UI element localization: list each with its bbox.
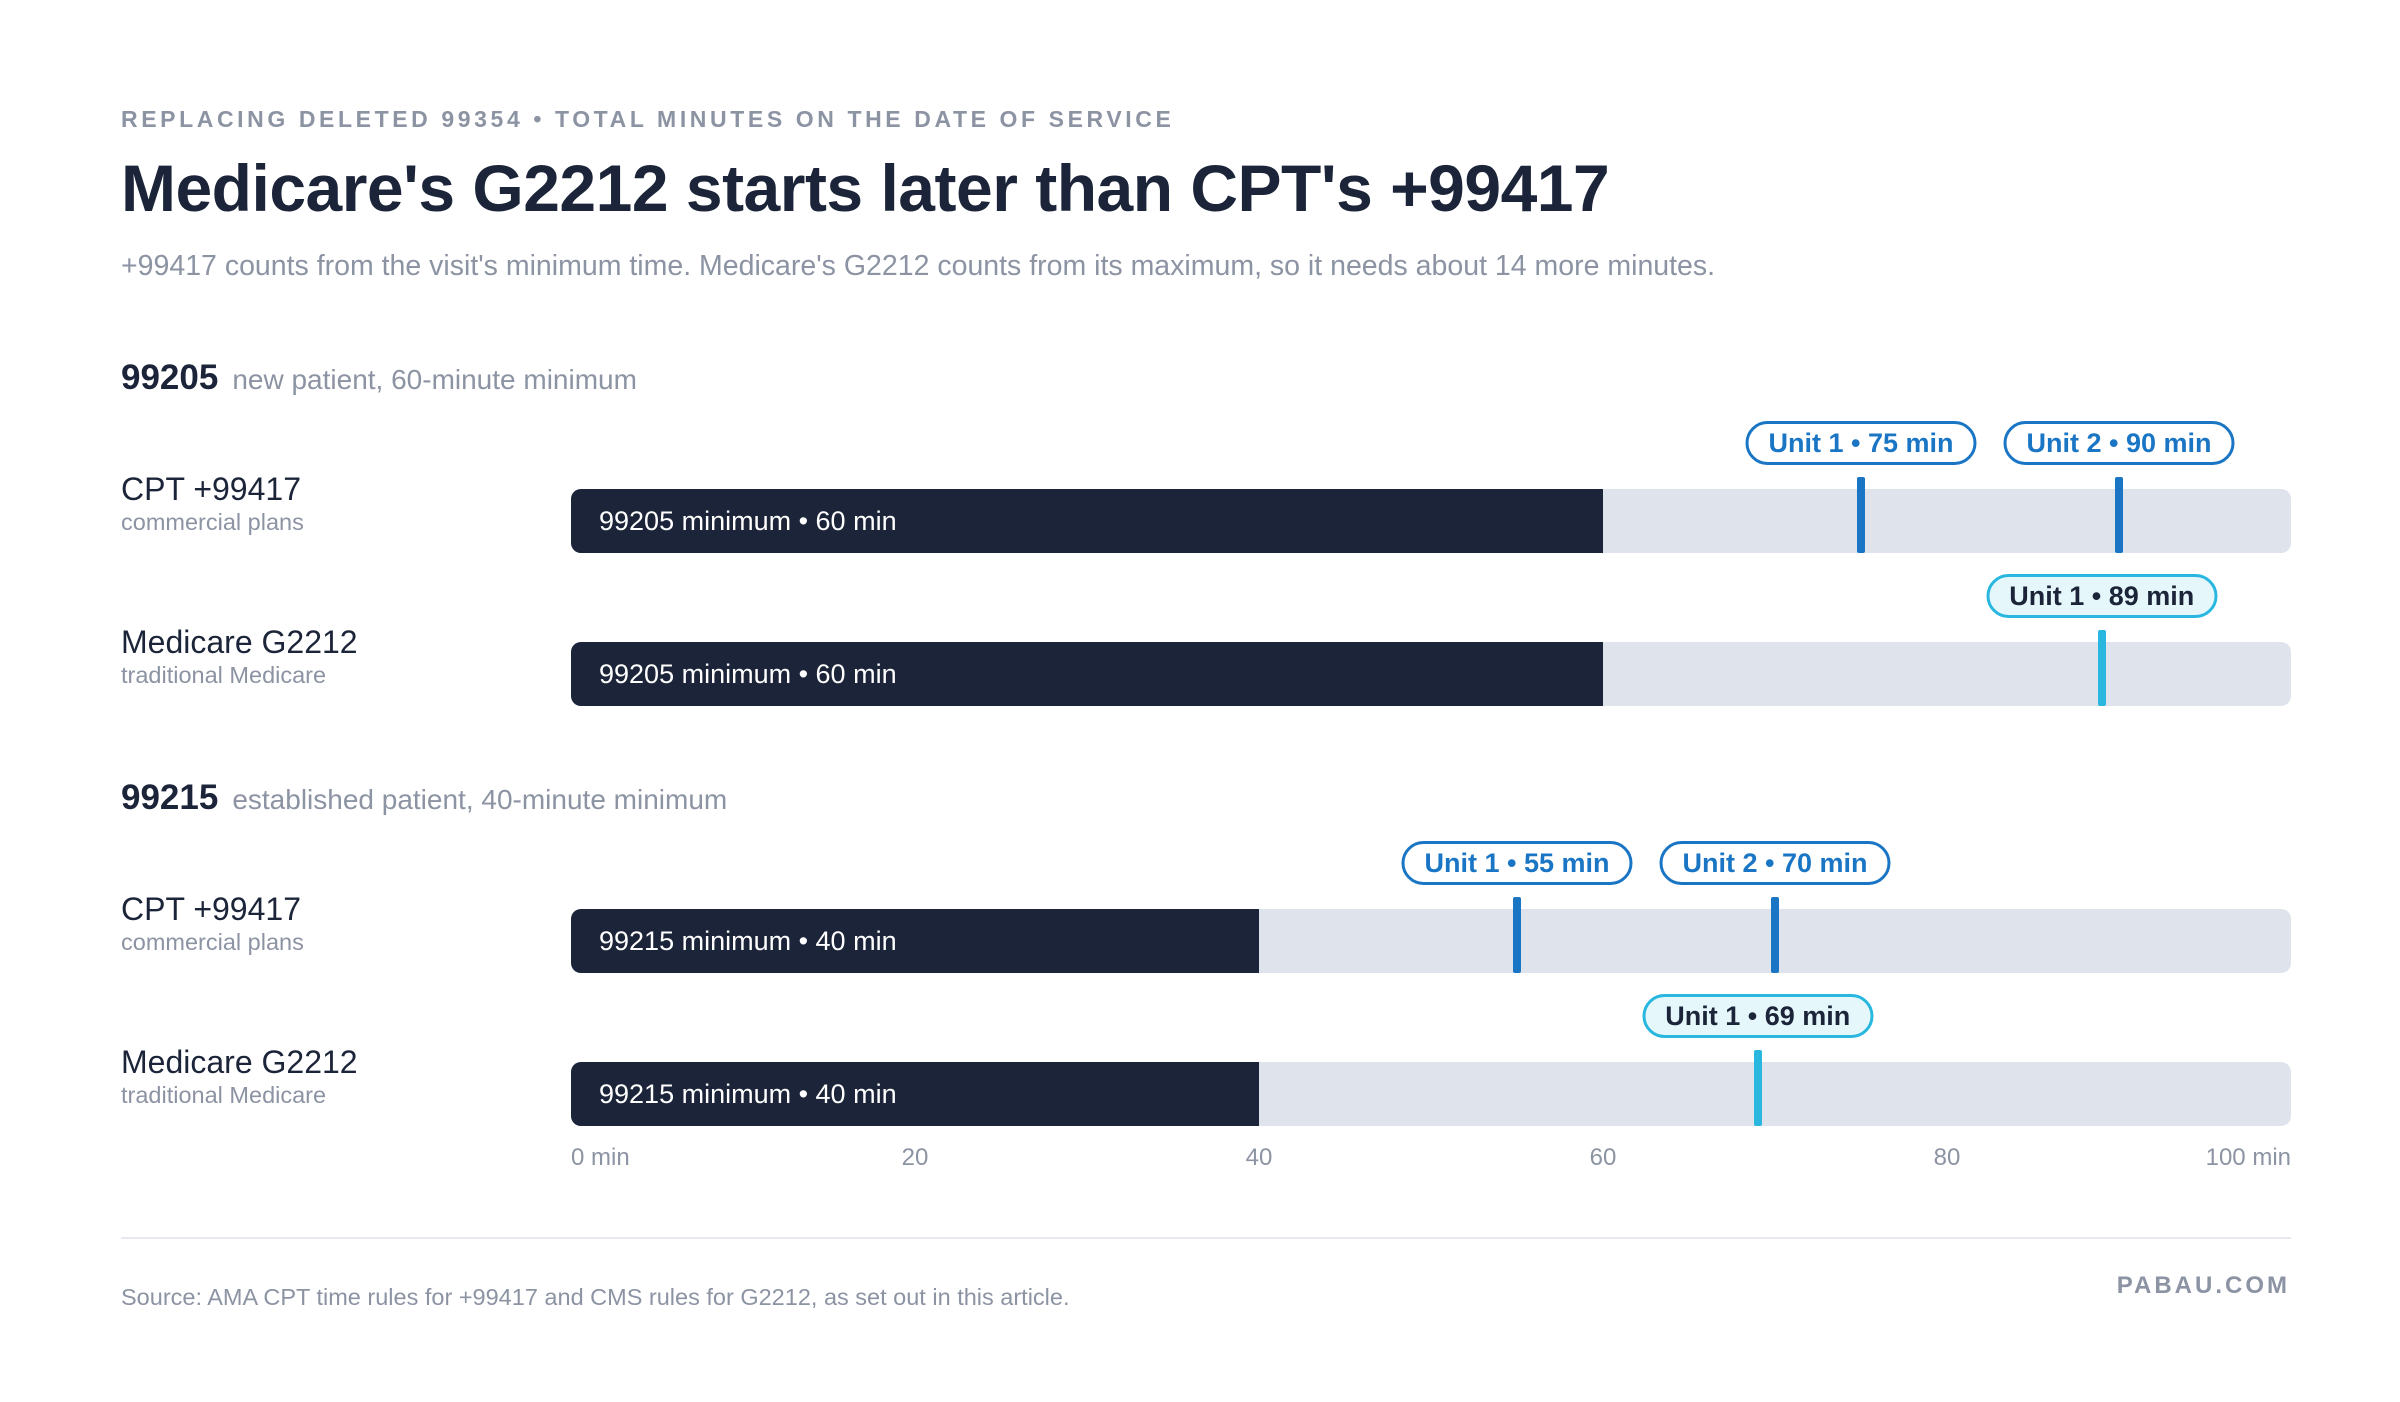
row-label: Medicare G2212 traditional Medicare [121, 622, 358, 690]
unit-marker [1857, 477, 1865, 553]
x-tick-label: 100 min [2205, 1144, 2291, 1171]
row-name: Medicare G2212 [121, 624, 358, 660]
unit-marker-label: Unit 1 • 75 min [1745, 421, 1977, 465]
unit-marker [2097, 630, 2106, 706]
unit-marker [1513, 897, 1521, 973]
x-tick-label: 60 [1589, 1144, 1617, 1171]
x-tick-label: 0 min [571, 1144, 630, 1171]
bar-track: 99215 minimum • 40 min Unit 1 • 55 min Uni… [571, 841, 2291, 973]
minimum-bar-label: 99205 minimum • 60 min [599, 506, 897, 536]
group-header: 99205 new patient, 60-minute minimum [121, 358, 637, 398]
brand-mark: PABAU.COM [2116, 1272, 2290, 1299]
row-label: CPT +99417 commercial plans [121, 889, 304, 957]
row-label: Medicare G2212 traditional Medicare [121, 1042, 358, 1110]
unit-marker [1753, 1050, 1762, 1126]
unit-marker-label: Unit 1 • 89 min [1986, 574, 2218, 618]
group-code: 99215 [121, 778, 219, 817]
minimum-bar-label: 99215 minimum • 40 min [599, 926, 897, 956]
x-tick-label: 80 [1933, 1144, 1961, 1171]
row-subtitle: traditional Medicare [121, 662, 327, 688]
unit-marker-label: Unit 1 • 69 min [1642, 994, 1874, 1038]
eyebrow-text: REPLACING DELETED 99354 • TOTAL MINUTES … [121, 106, 1175, 132]
source-note: Source: AMA CPT time rules for +99417 an… [121, 1284, 1070, 1310]
bar-track: 99215 minimum • 40 min Unit 1 • 69 min [571, 994, 2291, 1126]
bar-track: 99205 minimum • 60 min Unit 1 • 75 min Uni… [571, 421, 2291, 553]
unit-marker [2115, 477, 2123, 553]
minimum-bar: 99215 minimum • 40 min [571, 1062, 1259, 1126]
unit-marker-label: Unit 2 • 70 min [1659, 841, 1891, 885]
minimum-bar: 99215 minimum • 40 min [571, 909, 1259, 973]
row-name: CPT +99417 [121, 891, 301, 927]
minimum-bar-label: 99205 minimum • 60 min [599, 659, 897, 689]
group-description: established patient, 40-minute minimum [232, 784, 728, 815]
unit-marker-label: Unit 2 • 90 min [2003, 421, 2235, 465]
row-subtitle: traditional Medicare [121, 1082, 327, 1108]
x-tick-label: 20 [901, 1144, 929, 1171]
x-tick-label: 40 [1245, 1144, 1273, 1171]
group-header: 99215 established patient, 40-minute mini… [121, 778, 727, 818]
row-subtitle: commercial plans [121, 509, 304, 535]
unit-marker [1771, 897, 1779, 973]
row-name: Medicare G2212 [121, 1044, 358, 1080]
bar-track: 99205 minimum • 60 min Unit 1 • 89 min [571, 574, 2291, 706]
chart-title: Medicare's G2212 starts later than CPT's… [121, 151, 1610, 225]
minimum-bar-label: 99215 minimum • 40 min [599, 1079, 897, 1109]
row-label: CPT +99417 commercial plans [121, 469, 304, 537]
minimum-bar: 99205 minimum • 60 min [571, 642, 1603, 706]
footer-divider [121, 1237, 2291, 1239]
unit-marker-label: Unit 1 • 55 min [1401, 841, 1633, 885]
chart-subtitle: +99417 counts from the visit's minimum t… [121, 250, 1716, 282]
row-name: CPT +99417 [121, 471, 301, 507]
group-description: new patient, 60-minute minimum [232, 364, 637, 395]
group-code: 99205 [121, 358, 219, 397]
x-axis: 0 min 20 40 60 80 100 min [571, 1144, 2291, 1176]
row-subtitle: commercial plans [121, 929, 304, 955]
minimum-bar: 99205 minimum • 60 min [571, 489, 1603, 553]
